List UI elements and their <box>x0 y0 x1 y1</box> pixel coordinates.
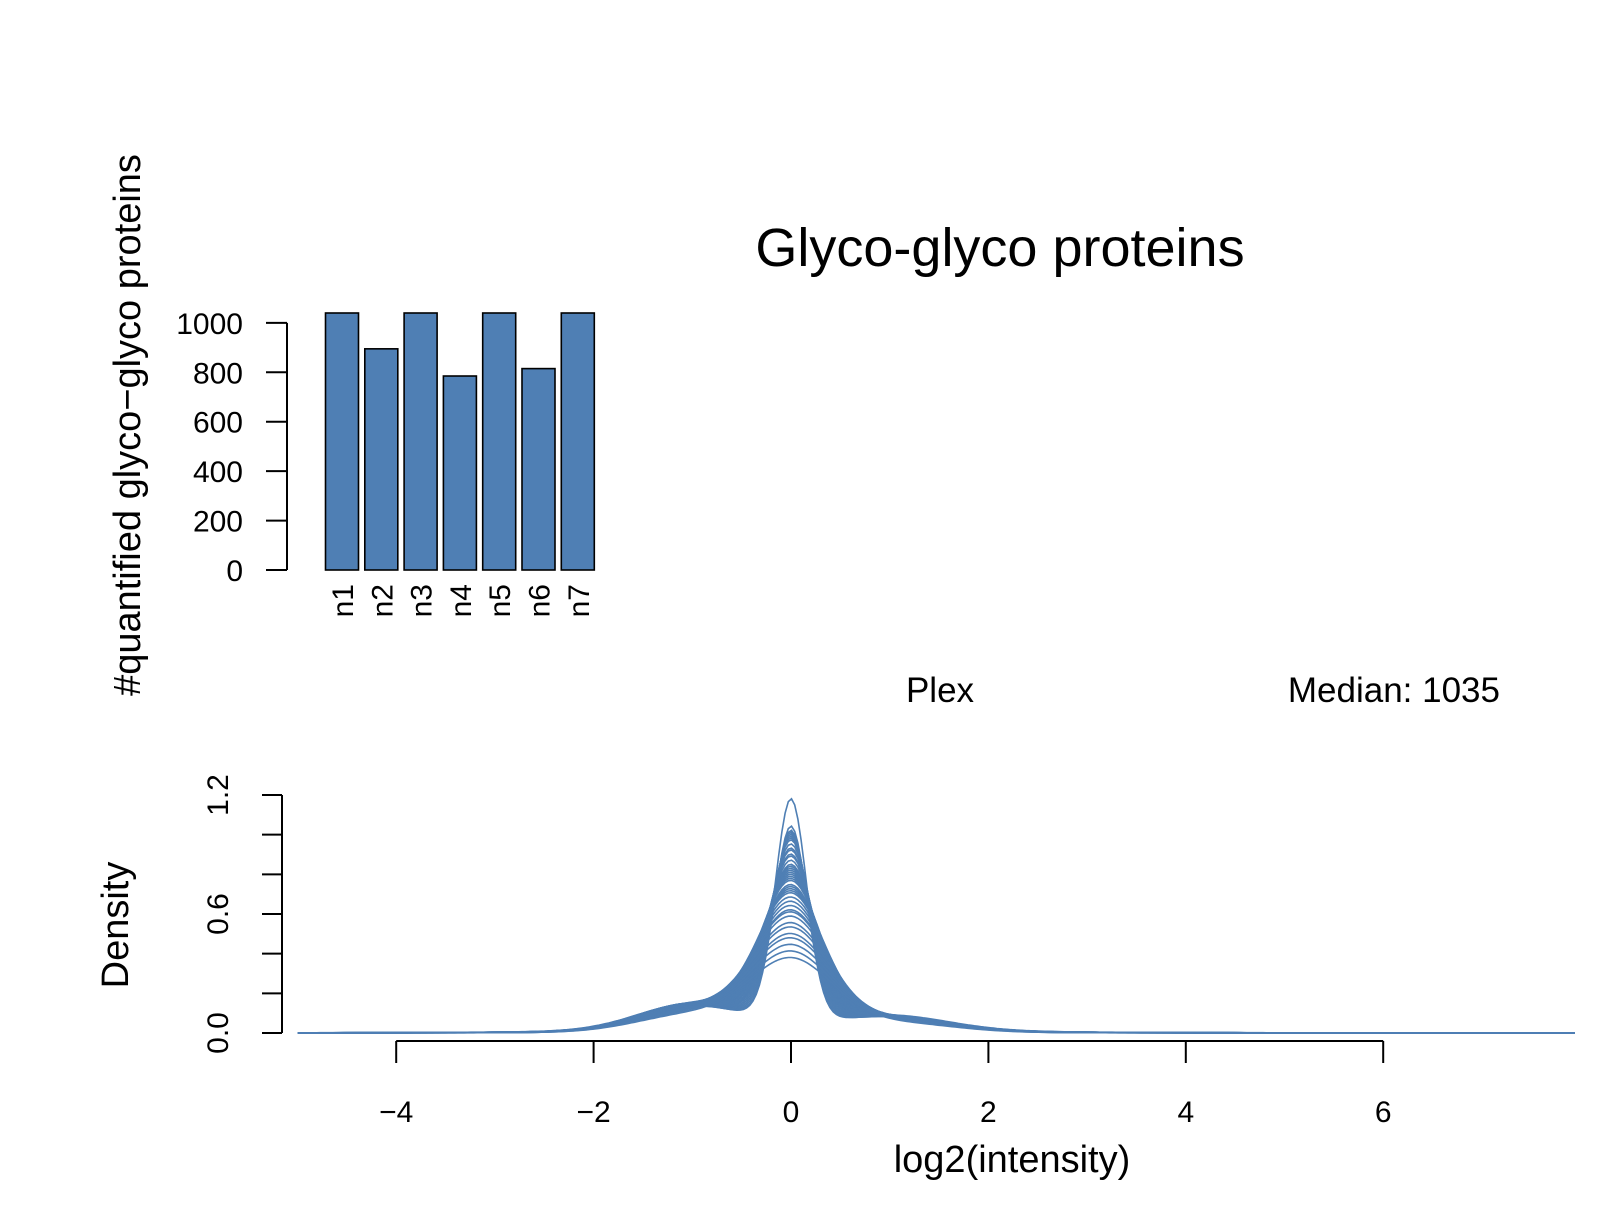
bar-x-tick-label: n2 <box>366 584 399 617</box>
bar-y-tick-label: 600 <box>193 407 243 440</box>
density-curve <box>297 863 1575 1034</box>
density-curves <box>297 797 1575 1034</box>
bar <box>363 348 399 571</box>
density-curve <box>297 831 1575 1034</box>
density-curve <box>297 889 1575 1034</box>
density-x-tick-label: 2 <box>980 1096 997 1129</box>
bar-x-tick-label: n3 <box>406 584 439 617</box>
figure-title: Glyco-glyco proteins <box>755 218 1244 278</box>
density-curve <box>297 836 1575 1034</box>
density-curve <box>297 877 1575 1034</box>
bar-y-tick-label: 400 <box>193 456 243 489</box>
bar-x-tick-label: n1 <box>327 584 360 617</box>
bar-y-axis-label: #quantified glyco−glyco proteins <box>107 154 149 696</box>
density-curve <box>297 834 1575 1034</box>
bar <box>324 312 360 571</box>
density-y-tick-label: 1.2 <box>202 774 235 816</box>
density-x-tick-label: −2 <box>576 1096 610 1129</box>
density-chart: Plex Median: 1035 Density log2(intensity… <box>95 671 1575 1181</box>
density-curve <box>297 915 1575 1034</box>
bar <box>442 375 478 571</box>
density-curve <box>297 849 1575 1034</box>
density-x-tick-label: 6 <box>1375 1096 1392 1129</box>
bar-y-tick-label: 1000 <box>176 308 243 341</box>
density-curve <box>297 843 1575 1034</box>
bar <box>403 312 438 571</box>
density-curve <box>297 853 1575 1034</box>
density-x-tick-label: −4 <box>379 1096 413 1129</box>
density-y-ticks: 0.0 0.6 1.2 <box>202 774 282 1054</box>
bar-y-tick-label: 800 <box>193 357 243 390</box>
density-y-tick-label: 0.6 <box>202 893 235 935</box>
density-curve <box>297 873 1575 1034</box>
density-curve <box>297 891 1575 1034</box>
density-curve <box>297 879 1575 1034</box>
bar-x-tick-labels: n1 n2 n3 n4 n5 n6 n7 <box>327 584 596 617</box>
density-x-axis-label: log2(intensity) <box>894 1139 1131 1181</box>
density-curve <box>297 855 1575 1034</box>
density-curve <box>297 869 1575 1034</box>
density-curve <box>297 910 1575 1034</box>
median-annotation: Median: 1035 <box>1288 671 1500 710</box>
density-curve <box>297 838 1575 1034</box>
density-curve <box>297 937 1575 1034</box>
density-subtitle: Plex <box>906 671 975 710</box>
density-x-tick-label: 4 <box>1177 1096 1194 1129</box>
density-curve <box>297 867 1575 1034</box>
density-curve <box>297 926 1575 1034</box>
bar-bars <box>324 312 596 571</box>
bar-chart: #quantified glyco−glyco proteins 0 200 400… <box>107 154 596 696</box>
density-curve <box>297 875 1575 1034</box>
density-x-ticks: −4 −2 0 2 4 6 <box>379 1041 1392 1129</box>
bar <box>521 367 556 571</box>
density-curve <box>297 883 1575 1034</box>
density-curve <box>297 921 1575 1034</box>
density-curve <box>297 896 1575 1034</box>
bar <box>481 312 517 571</box>
density-curve <box>297 956 1575 1034</box>
bar <box>560 312 596 571</box>
density-y-tick-label: 0.0 <box>202 1012 235 1054</box>
density-curve <box>297 859 1575 1034</box>
density-curve <box>297 825 1575 1034</box>
density-x-tick-label: 0 <box>783 1096 800 1129</box>
bar-x-tick-label: n7 <box>563 584 596 617</box>
bar-y-tick-label: 200 <box>193 506 243 539</box>
bar-x-tick-label: n5 <box>484 584 517 617</box>
bar-y-ticks: 0 200 400 600 800 1000 <box>176 308 287 588</box>
density-curve <box>297 797 1575 1034</box>
density-curve <box>297 885 1575 1034</box>
density-y-axis-label: Density <box>95 862 137 989</box>
density-curve <box>297 887 1575 1034</box>
density-curve <box>297 829 1575 1034</box>
density-curve <box>297 871 1575 1034</box>
density-curve <box>297 833 1575 1034</box>
density-curve <box>297 908 1575 1034</box>
bar-y-tick-label: 0 <box>226 555 243 588</box>
density-curve <box>297 900 1575 1034</box>
bar-x-tick-label: n6 <box>524 584 557 617</box>
density-curve <box>297 847 1575 1034</box>
density-curve <box>297 904 1575 1034</box>
bar-x-tick-label: n4 <box>445 584 478 617</box>
density-curve <box>297 932 1575 1034</box>
density-curve <box>297 865 1575 1034</box>
